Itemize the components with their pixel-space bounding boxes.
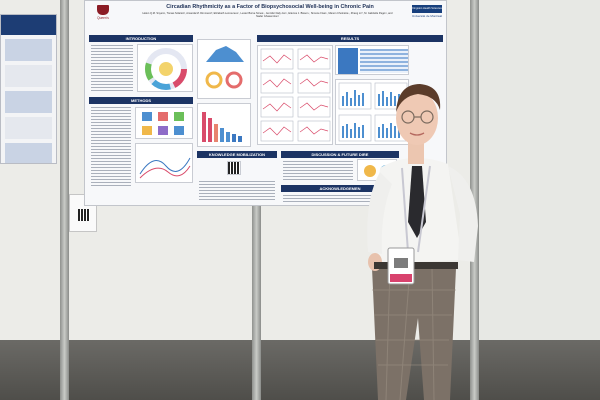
adjacent-poster <box>0 14 57 164</box>
booth-pole-left <box>60 0 69 400</box>
results-panel-graphs-2 <box>335 79 409 145</box>
discussion-header: DISCUSSION & FUTURE DIRE <box>281 151 399 158</box>
results-header: RESULTS <box>257 35 443 42</box>
acknowledgements-header: ACKNOWLEDGEMEN <box>281 185 399 192</box>
partner-logo-text: Université de Montréal <box>412 14 443 18</box>
poster-title: Circadian Rhythmicity as a Factor of Bio… <box>166 4 374 10</box>
results-table <box>335 45 409 75</box>
university-logo: Queen's <box>89 5 117 27</box>
discussion-figure <box>357 159 397 181</box>
qr-code-icon <box>227 161 241 175</box>
poster-authors: Helen Q.M. Snyers¹, Tomas Sclarsic², Ama… <box>142 12 393 19</box>
right-wall-panel <box>470 0 600 345</box>
results-figure-a <box>197 39 251 99</box>
discussion-text <box>283 161 353 181</box>
introduction-figure <box>137 44 193 92</box>
knowledge-mobilization-header: KNOWLEDGE MOBILIZATION <box>197 151 277 158</box>
acknowledgements-text <box>283 195 393 203</box>
methods-header: METHODS <box>89 97 193 104</box>
introduction-text <box>91 45 133 93</box>
research-poster: Queen's Kingston Health Sciences Centre … <box>84 0 447 206</box>
results-panel-graphs-1 <box>257 45 333 145</box>
partner-logo: Kingston Health Sciences Centre Universi… <box>412 5 442 25</box>
university-logo-text: Queen's <box>97 16 109 20</box>
qr-code-icon <box>78 209 90 221</box>
results-bar-chart <box>197 103 251 147</box>
partner-logo-box: Kingston Health Sciences Centre <box>412 5 442 18</box>
introduction-header: INTRODUCTION <box>89 35 193 42</box>
methods-text <box>91 107 131 187</box>
booth-pole-right <box>470 0 479 400</box>
methods-plot <box>135 143 193 183</box>
methods-figure <box>135 107 193 139</box>
floor <box>0 340 600 400</box>
crest-icon <box>97 5 109 15</box>
knowledge-mobilization-text <box>199 181 275 201</box>
